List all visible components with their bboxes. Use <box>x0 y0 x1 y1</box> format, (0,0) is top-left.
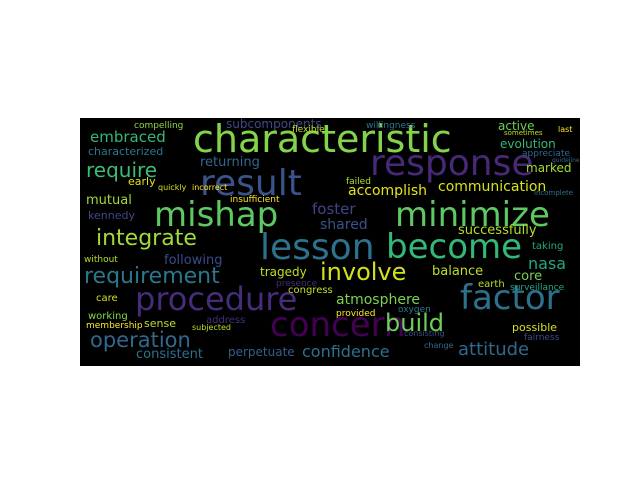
word-shared: shared <box>320 217 368 233</box>
word-attitude: attitude <box>458 339 530 360</box>
word-require: require <box>86 158 158 182</box>
word-membership: membership <box>86 321 143 331</box>
word-provided: provided <box>336 309 376 319</box>
word-accomplish: accomplish <box>348 183 428 199</box>
word-quickly: quickly <box>158 183 187 192</box>
word-response: response <box>370 143 534 184</box>
word-concern: concern <box>270 305 406 345</box>
word-address: address <box>206 315 246 326</box>
word-willingness: willingness <box>366 121 416 131</box>
word-successfully: successfully <box>458 223 537 238</box>
word-possible: possible <box>512 321 558 334</box>
word-subcomponents: subcomponents <box>226 118 322 131</box>
word-working: working <box>88 311 128 322</box>
word-earth: earth <box>478 279 505 290</box>
word-last: last <box>558 125 573 134</box>
word-sense: sense <box>144 317 176 330</box>
word-change: change <box>424 341 454 350</box>
word-returning: returning <box>200 155 260 170</box>
word-balance: balance <box>432 264 484 279</box>
word-following: following <box>164 253 223 268</box>
word-lesson: lesson <box>260 227 375 268</box>
word-fairness: fairness <box>524 333 560 343</box>
word-marked: marked <box>526 161 572 175</box>
word-involve: involve <box>320 258 407 286</box>
word-presence: presence <box>276 279 318 289</box>
word-cloud-canvas: characteristic response result mishap mi… <box>80 118 580 366</box>
word-atmosphere: atmosphere <box>336 292 420 308</box>
word-embraced: embraced <box>90 128 166 146</box>
word-congress: congress <box>288 285 333 296</box>
word-incomplete: incomplete <box>534 189 574 197</box>
word-build: build <box>385 309 445 337</box>
word-without: without <box>84 255 118 265</box>
word-compelling: compelling <box>134 121 184 131</box>
word-failed: failed <box>346 177 371 187</box>
word-consistent: consistent <box>136 347 203 362</box>
word-nasa: nasa <box>528 254 567 273</box>
word-early: early <box>128 175 156 188</box>
word-foster: foster <box>312 200 356 218</box>
word-requirement: requirement <box>84 264 220 289</box>
word-perpetuate: perpetuate <box>228 345 295 359</box>
word-guidelines: guidelines <box>552 157 580 164</box>
word-factor: factor <box>460 278 560 318</box>
word-tragedy: tragedy <box>260 265 307 279</box>
word-integrate: integrate <box>96 226 197 251</box>
word-mutual: mutual <box>86 193 132 208</box>
word-taking: taking <box>532 241 564 252</box>
word-characterized: characterized <box>88 145 164 158</box>
word-surveillance: surveillance <box>510 283 565 293</box>
word-mishap: mishap <box>154 195 279 235</box>
word-communication: communication <box>438 179 547 195</box>
word-result: result <box>200 163 302 204</box>
word-kennedy: kennedy <box>88 209 135 222</box>
word-sometimes: sometimes <box>504 129 543 137</box>
word-procedure: procedure <box>135 280 298 318</box>
word-confidence: confidence <box>302 342 390 361</box>
word-consisting: consisting <box>404 329 445 338</box>
word-characteristic: characteristic <box>193 118 452 161</box>
word-incorrect: incorrect <box>192 183 228 192</box>
word-appreciate: appreciate <box>522 149 571 159</box>
word-become: become <box>386 227 523 267</box>
word-minimize: minimize <box>395 195 550 235</box>
word-care: care <box>96 293 118 304</box>
word-oxygen: oxygen <box>398 305 431 315</box>
word-evolution: evolution <box>500 137 556 151</box>
word-flexible: flexible <box>292 125 325 135</box>
word-active: active <box>498 119 535 133</box>
word-operation: operation <box>90 328 191 352</box>
word-insufficient: insufficient <box>230 195 280 205</box>
word-core: core <box>514 269 543 284</box>
word-subjected: subjected <box>192 323 231 332</box>
